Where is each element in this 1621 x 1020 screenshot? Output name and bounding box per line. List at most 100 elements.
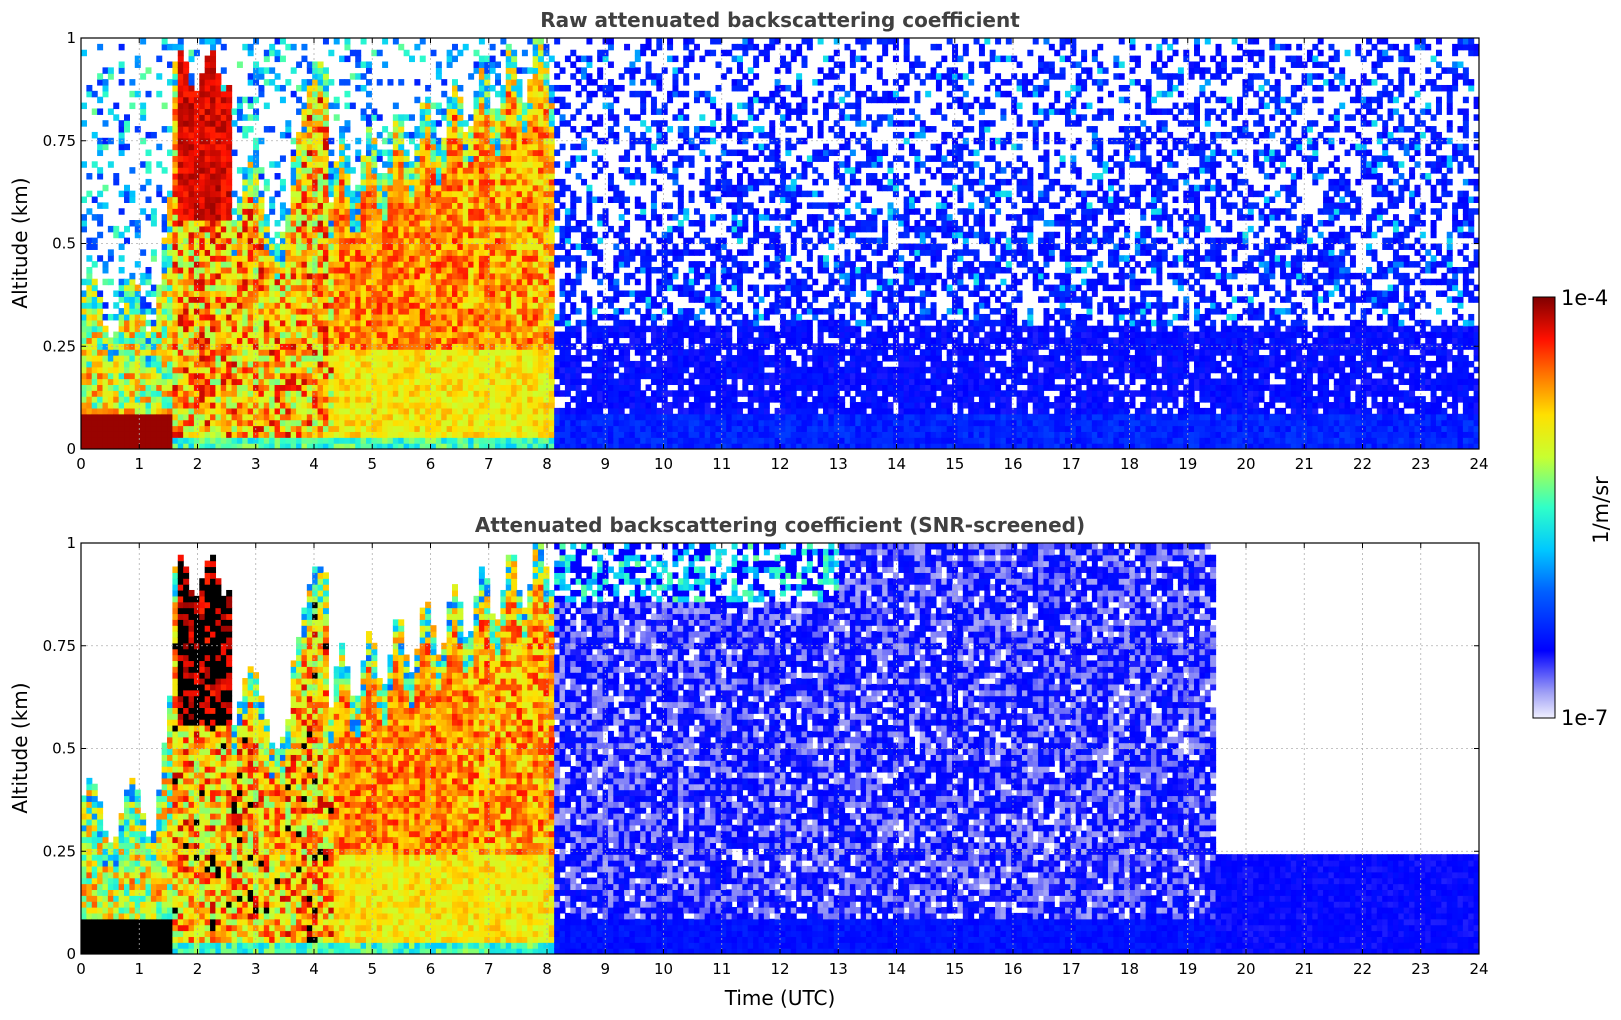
heatmap-cell: [236, 214, 243, 221]
heatmap-cell: [296, 196, 303, 203]
heatmap-cell: [495, 231, 501, 239]
heatmap-cell: [478, 214, 485, 221]
heatmap-cell: [161, 302, 168, 309]
heatmap-cell: [296, 366, 303, 374]
heatmap-cell: [382, 378, 389, 386]
heatmap-cell: [392, 325, 399, 333]
heatmap-cell: [312, 90, 319, 98]
heatmap-cell: [521, 131, 528, 139]
heatmap-cell: [156, 425, 163, 432]
heatmap-cell: [462, 355, 469, 362]
heatmap-cell: [129, 319, 136, 327]
heatmap-cell: [548, 372, 555, 380]
heatmap-cell: [215, 190, 222, 198]
heatmap-cell: [322, 208, 329, 215]
heatmap-cell: [360, 173, 367, 180]
heatmap-cell: [167, 214, 174, 221]
heatmap-cell: [516, 79, 523, 86]
heatmap-cell: [204, 372, 211, 380]
heatmap-cell: [226, 137, 233, 145]
heatmap-cell: [97, 190, 104, 198]
heatmap-cell: [317, 402, 324, 409]
heatmap-cell: [387, 302, 394, 309]
heatmap-cell: [468, 302, 475, 309]
heatmap-cell: [505, 126, 512, 133]
heatmap-cell: [527, 67, 534, 74]
heatmap-cell: [478, 249, 485, 256]
heatmap-cell: [387, 155, 394, 162]
heatmap-cell: [489, 131, 496, 139]
heatmap-cell: [527, 79, 534, 86]
heatmap-cell: [371, 161, 378, 168]
heatmap-cell: [81, 419, 87, 427]
heatmap-cell: [457, 137, 464, 145]
heatmap-cell: [81, 413, 87, 421]
heatmap-cell: [548, 313, 555, 321]
heatmap-cell: [328, 173, 335, 180]
heatmap-cell: [478, 266, 485, 274]
heatmap-cell: [312, 84, 319, 92]
heatmap-cell: [495, 79, 501, 86]
heatmap-cell: [81, 431, 87, 438]
heatmap-cell: [269, 372, 276, 380]
heatmap-cell: [91, 108, 98, 115]
heatmap-cell: [511, 278, 518, 286]
heatmap-cell: [317, 137, 324, 145]
heatmap-cell: [188, 231, 195, 239]
heatmap-cell: [86, 360, 93, 368]
heatmap-cell: [339, 413, 346, 421]
heatmap-cell: [322, 196, 329, 203]
heatmap-cell: [414, 196, 421, 203]
heatmap-cell: [134, 360, 141, 368]
heatmap-cell: [355, 360, 362, 368]
heatmap-cell: [441, 355, 448, 362]
heatmap-cell: [365, 237, 372, 245]
heatmap-cell: [301, 255, 308, 262]
heatmap-cell: [236, 61, 243, 68]
heatmap-cell: [532, 90, 539, 98]
heatmap-cell: [489, 208, 496, 215]
heatmap-cell: [527, 196, 534, 203]
heatmap-cell: [452, 390, 458, 397]
heatmap-cell: [473, 255, 480, 262]
heatmap-cell: [365, 184, 372, 192]
heatmap-cell: [312, 149, 319, 157]
heatmap-cell: [204, 243, 211, 250]
heatmap-cell: [322, 102, 329, 110]
heatmap-cell: [231, 190, 238, 198]
heatmap-cell: [538, 308, 545, 315]
heatmap-cell: [548, 302, 555, 309]
heatmap-cell: [457, 343, 464, 350]
heatmap-cell: [376, 184, 383, 192]
heatmap-cell: [199, 231, 206, 239]
heatmap-cell: [349, 325, 356, 333]
heatmap-cell: [247, 431, 254, 438]
heatmap-cell: [150, 419, 157, 427]
heatmap-cell: [226, 384, 233, 391]
heatmap-cell: [532, 137, 539, 145]
heatmap-cell: [124, 278, 130, 286]
heatmap-cell: [145, 67, 152, 74]
heatmap-cell: [559, 378, 566, 386]
heatmap-cell: [226, 372, 233, 380]
heatmap-cell: [183, 114, 190, 121]
heatmap-cell: [511, 419, 518, 427]
heatmap-cell: [279, 360, 286, 368]
heatmap-cell: [328, 437, 335, 444]
heatmap-cell: [425, 167, 432, 174]
heatmap-cell: [532, 425, 539, 432]
heatmap-cell: [392, 302, 399, 309]
heatmap-cell: [468, 284, 475, 292]
heatmap-cell: [177, 402, 184, 409]
heatmap-cell: [97, 343, 104, 350]
heatmap-cell: [532, 225, 539, 233]
heatmap-cell: [204, 413, 211, 421]
heatmap-cell: [269, 378, 276, 386]
heatmap-cell: [253, 308, 260, 315]
heatmap-cell: [548, 407, 555, 415]
heatmap-cell: [258, 425, 265, 432]
heatmap-cell: [548, 173, 555, 180]
heatmap-cell: [242, 237, 249, 245]
heatmap-cell: [317, 61, 324, 68]
heatmap-cell: [538, 443, 545, 449]
